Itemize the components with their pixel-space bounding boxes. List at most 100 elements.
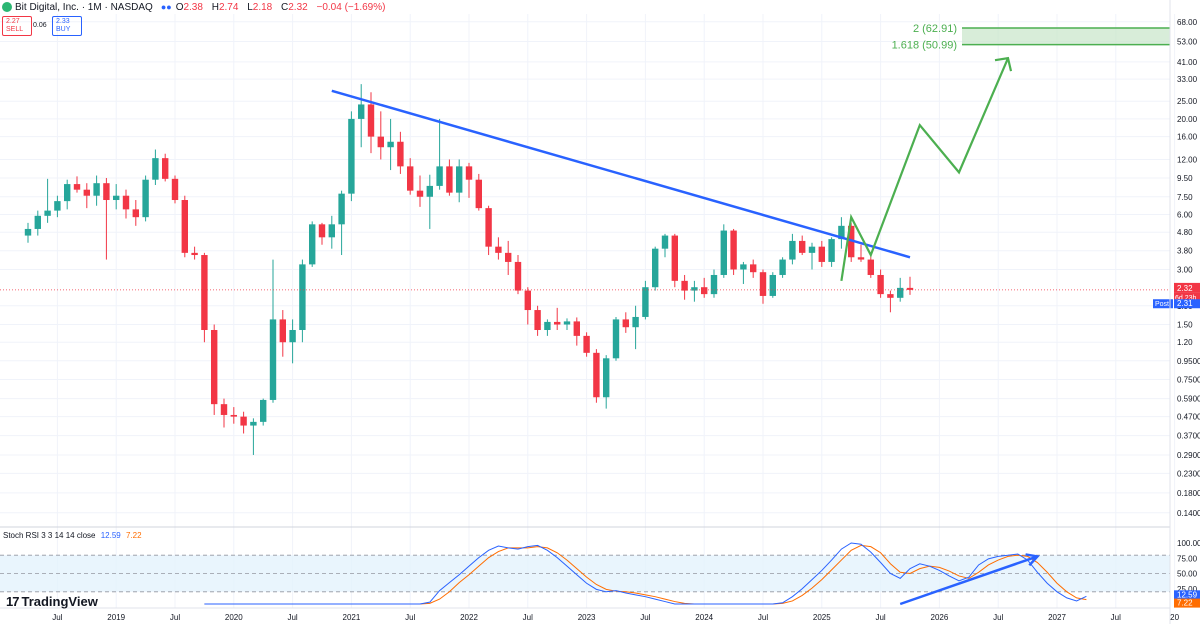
sell-button[interactable]: 2.27 SELL [2,16,32,36]
stoch-rsi-legend[interactable]: Stoch RSI 3 3 14 14 close 12.59 7.22 [3,531,142,540]
price-tick-label: 0.1400 [1177,509,1200,518]
time-tick-label: Jul [523,613,533,622]
candle-body [24,228,32,236]
candle-body [299,264,306,330]
stoch-rsi-arrow [899,555,1038,606]
tradingview-wordmark: TradingView [21,594,98,609]
candle-body [250,421,257,426]
price-tick-label: 41.00 [1177,58,1198,67]
ohlc-low: L2.18 [247,1,273,13]
price-tick-label: 3.00 [1177,266,1193,275]
candle-body [201,255,208,330]
candle-body [230,414,237,417]
stoch-rsi-k-line [204,542,1087,605]
candle-body [485,208,492,247]
candle-body [661,235,669,249]
candle-body [279,319,286,343]
last-price-value: 2.32 [1177,284,1193,293]
candle-body [220,404,228,415]
symbol-title[interactable]: Bit Digital, Inc. · 1M · NASDAQ [15,1,153,13]
buy-label: BUY [56,26,71,33]
candle-body [740,264,747,270]
candle-body [554,321,561,325]
candle-body [387,141,394,148]
candle-body [328,224,335,238]
fib-zone [962,27,1170,45]
candle-body [838,225,845,240]
candle-body [808,246,816,253]
candle-body [162,158,169,179]
price-tick-label: 53.00 [1177,38,1198,47]
candle-body [789,240,796,260]
visibility-dots-icon[interactable]: ●● [160,2,172,12]
candle-body [407,166,414,191]
candle-body [93,183,100,196]
candle-body [260,399,267,422]
candle-body [573,321,580,336]
stoch-tick-label: 50.00 [1177,570,1198,579]
candle-body [113,195,120,201]
candle-body [593,352,600,398]
time-tick-label: Jul [993,613,1003,622]
price-tick-label: 4.80 [1177,228,1193,237]
candle-body [750,264,757,273]
candle-body [612,319,620,359]
candle-body [779,259,786,275]
candle-body [877,274,884,295]
candle-body [103,183,110,201]
candle-body [701,287,708,295]
projection-arrowhead [994,56,1013,72]
candle-body [759,272,767,296]
candle-body [652,248,659,288]
candle-body [887,294,894,298]
grid [0,14,1176,608]
candle-body [338,193,345,225]
time-tick-label: 2020 [225,613,243,622]
price-tick-label: 1.50 [1177,321,1193,330]
stoch-tick-label: 100.00 [1177,539,1200,548]
countdown-value: 6d 23h [1175,295,1197,302]
candle-body [397,141,404,167]
price-tick-label: 3.80 [1177,247,1193,256]
candlestick-series [24,84,914,455]
candle-body [563,321,571,325]
tradingview-watermark[interactable]: 17 TradingView [6,594,98,609]
candle-body [867,259,874,275]
candle-body [289,329,296,343]
candle-body [348,118,355,194]
candle-body [495,246,502,253]
candle-body [377,136,384,148]
time-tick-label: Jul [758,613,768,622]
time-axis: Jul 2019 Jul 2020 Jul 2021 Jul 2022 Jul 2023 Jul 20… [0,607,1180,622]
candle-body [828,239,835,262]
candle-body [416,190,424,197]
post-price-badge [1174,299,1200,309]
price-tick-label: 9.50 [1177,174,1193,183]
spread-value: 0.06 [33,22,47,29]
candle-body [436,166,443,186]
buy-button[interactable]: 2.33 BUY [52,16,82,36]
projection-path [840,57,1010,282]
candle-body [632,316,639,328]
buy-price: 2.33 [56,18,70,25]
candle-body [906,287,914,290]
symbol-header[interactable]: Bit Digital, Inc. · 1M · NASDAQ ●● O2.38… [0,0,388,14]
candle-body [799,240,806,253]
sell-price: 2.27 [6,18,20,25]
candle-body [211,329,218,405]
candle-body [309,224,316,265]
k-value-badge [1174,590,1200,600]
candle-body [446,166,453,193]
candle-body [769,274,776,296]
price-tick-label: 12.00 [1177,155,1198,164]
candle-body [181,200,188,253]
candle-body [534,310,541,330]
sell-label: SELL [6,26,24,33]
time-tick-label: 20 [1170,613,1179,622]
candle-body [64,184,71,202]
price-tick-label: 33.00 [1177,75,1198,84]
candle-body [691,287,698,291]
candle-body [818,246,825,262]
downtrend-line [331,89,911,259]
